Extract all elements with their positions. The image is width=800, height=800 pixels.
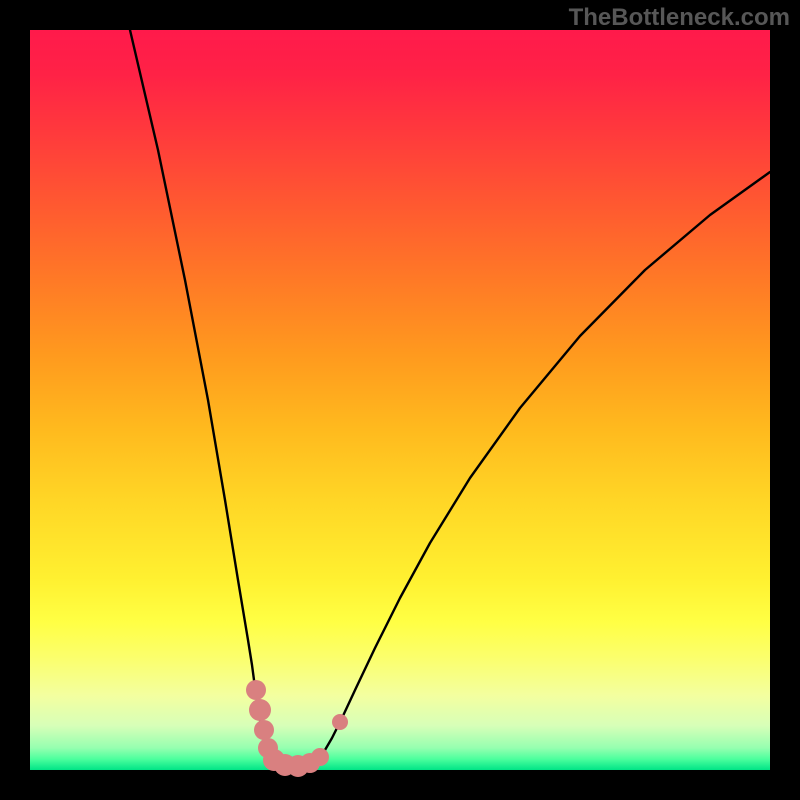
data-marker [311,748,329,766]
curve-layer [0,0,800,800]
chart-frame: TheBottleneck.com [0,0,800,800]
curve-left-branch [130,30,302,766]
data-marker [332,714,348,730]
curve-right-branch [302,172,770,765]
data-marker [249,699,271,721]
data-marker [246,680,266,700]
data-marker [254,720,274,740]
